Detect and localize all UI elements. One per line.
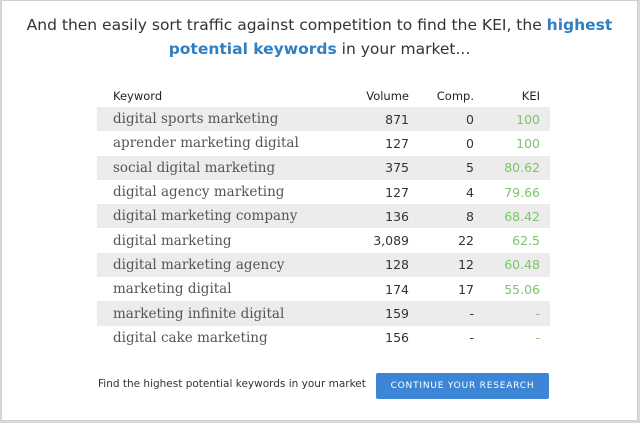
kei-cell: 55.06 [504,281,540,297]
keyword-cell: digital marketing agency [113,256,285,273]
table-row: digital sports marketing 871 0 100 [97,107,550,132]
kei-cell: 79.66 [504,184,540,200]
kei-cell: - [535,330,540,346]
keyword-cell: digital cake marketing [113,329,268,346]
keyword-cell: aprender marketing digital [113,135,299,152]
comp-cell: 4 [466,184,474,200]
table-row: digital marketing 3,089 22 62.5 [97,228,550,252]
kei-cell: 60.48 [504,257,540,273]
kei-cell: 62.5 [512,233,540,249]
table-body: digital sports marketing 871 0 100 aprender … [97,107,550,350]
keyword-cell: digital marketing company [113,208,298,225]
keyword-table: Keyword Volume Comp. KEI digital sports … [97,85,550,350]
table-row: digital marketing agency 128 12 60.48 [97,252,550,278]
kei-cell: 80.62 [504,160,540,176]
volume-cell: 174 [385,281,409,297]
column-header-comp[interactable]: Comp. [436,89,474,103]
keyword-cell: marketing infinite digital [113,305,285,322]
keyword-cell: digital marketing [113,232,232,249]
comp-cell: 22 [458,233,474,249]
volume-cell: 127 [385,135,409,151]
column-header-kei[interactable]: KEI [521,89,540,103]
column-header-keyword[interactable]: Keyword [113,89,163,103]
kei-cell: 68.42 [504,208,540,224]
table-row: marketing infinite digital 159 - - [97,301,550,326]
comp-cell: 8 [466,208,474,224]
kei-cell: 100 [516,135,540,151]
table-row: digital agency marketing 127 4 79.66 [97,180,550,204]
keyword-cell: marketing digital [113,281,232,298]
keyword-cell: social digital marketing [113,159,276,176]
table-row: aprender marketing digital 127 0 100 [97,131,550,155]
volume-cell: 156 [385,330,409,346]
table-row: digital cake marketing 156 - - [97,326,550,350]
headline-highlight: highest potential keywords [168,16,613,58]
comp-cell: 12 [458,257,474,273]
column-header-volume[interactable]: Volume [366,89,409,103]
volume-cell: 375 [385,160,409,176]
kei-cell: 100 [516,111,540,127]
volume-cell: 159 [385,306,409,322]
table-row: social digital marketing 375 5 80.62 [97,155,550,180]
volume-cell: 127 [385,184,409,200]
headline: And then easily sort traffic against com… [2,13,637,61]
table-row: marketing digital 174 17 55.06 [97,277,550,301]
volume-cell: 3,089 [373,233,409,249]
volume-cell: 136 [385,208,409,224]
headline-tail: in your market... [336,40,471,58]
footer-text: Find the highest potential keywords in y… [98,378,366,390]
kei-cell: - [535,306,540,322]
continue-research-button[interactable]: CONTINUE YOUR RESEARCH [376,373,549,399]
comp-cell: 17 [458,281,474,297]
comp-cell: 0 [466,135,474,151]
comp-cell: - [469,330,474,346]
keyword-cell: digital sports marketing [113,111,279,128]
table-row: digital marketing company 136 8 68.42 [97,204,550,229]
volume-cell: 128 [385,257,409,273]
volume-cell: 871 [385,111,409,127]
comp-cell: 0 [466,111,474,127]
table-header: Keyword Volume Comp. KEI [97,85,550,107]
comp-cell: - [469,306,474,322]
comp-cell: 5 [466,160,474,176]
headline-text: And then easily sort traffic against com… [26,16,547,34]
keyword-cell: digital agency marketing [113,184,285,201]
